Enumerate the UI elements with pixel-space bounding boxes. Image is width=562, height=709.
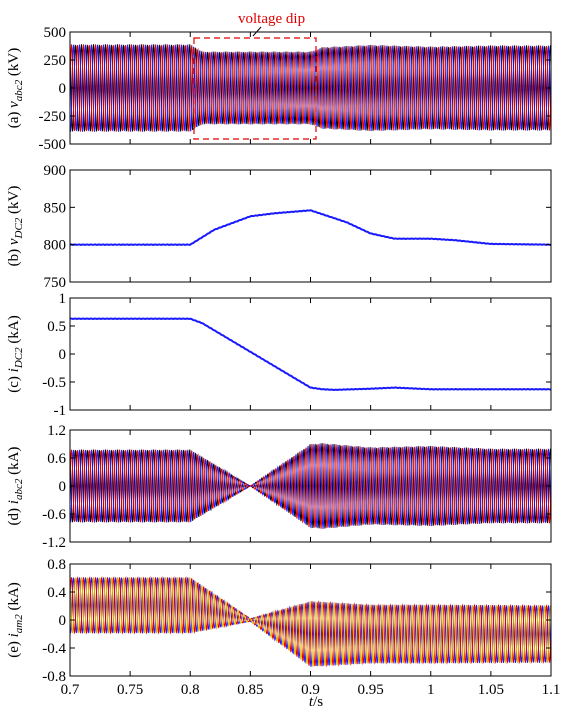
- series-line: [70, 209, 551, 246]
- traces: [70, 209, 551, 246]
- y-tick-label: 0.8: [47, 557, 66, 573]
- y-tick-label: 1: [59, 291, 67, 307]
- y-tick-label: 800: [44, 238, 67, 254]
- traces: [70, 576, 551, 668]
- y-tick-label: 0: [59, 81, 67, 97]
- series-c: [70, 577, 551, 667]
- y-label-unit: (kA): [6, 315, 22, 347]
- panel-c: 1 0.5 0 -0.5 -1 (c) iDC2 (kA): [6, 291, 552, 419]
- voltage-dip-label: voltage dip: [238, 11, 305, 27]
- panel-d: 1.2 0.6 0 -0.6 -1.2 (d) iabc2 (kA): [6, 423, 552, 551]
- y-label-symbol: v: [6, 238, 22, 245]
- y-tick-label: 0: [59, 479, 67, 495]
- y-tick-label: -1.2: [42, 535, 66, 551]
- panel-a: 500 250 0 -250 -500 (a) vabc2 (kV): [6, 25, 552, 153]
- y-tick-label: 500: [44, 25, 67, 41]
- y-label-symbol: i: [6, 368, 22, 372]
- axes-box: [69, 169, 552, 283]
- x-tick-label: 1.05: [478, 682, 504, 698]
- series-a: [70, 44, 551, 132]
- x-tick-label: 0.75: [117, 682, 143, 698]
- x-label-var: t: [309, 694, 314, 709]
- series-a: [70, 576, 551, 668]
- series-b: [70, 443, 551, 529]
- y-label-panel: (c): [6, 372, 22, 392]
- series-c: [70, 443, 551, 529]
- y-tick-label: 0.6: [47, 451, 66, 467]
- y-tick-label: 900: [44, 163, 67, 179]
- y-tick-label: 0.5: [47, 319, 66, 335]
- y-tick-label: 0: [59, 613, 67, 629]
- panel-b: 900 850 800 750 (b) vDC2 (kV): [6, 163, 552, 291]
- y-label-unit: (kA): [6, 582, 22, 614]
- x-tick-label: 1.1: [542, 682, 561, 698]
- y-axis-label: (d) iabc2 (kA): [6, 447, 25, 526]
- y-label-panel: (e): [6, 637, 22, 657]
- traces: [70, 443, 551, 529]
- x-label-unit: /s: [313, 694, 323, 709]
- x-tick-label: 0.8: [181, 682, 200, 698]
- x-tick-label: 0.85: [237, 682, 263, 698]
- y-tick-label: -0.8: [42, 669, 66, 685]
- y-tick-label: 750: [44, 275, 67, 291]
- series-b: [70, 44, 551, 132]
- series-a: [70, 443, 551, 529]
- y-tick-label: -0.6: [42, 507, 66, 523]
- y-tick-label: 250: [44, 53, 67, 69]
- y-label-subscript: DC2: [13, 347, 25, 369]
- y-label-panel: (b): [6, 245, 22, 266]
- y-tick-label: -0.5: [42, 375, 66, 391]
- y-label-unit: (kV): [6, 186, 22, 218]
- x-tick-label: 0.9: [301, 682, 320, 698]
- series-b: [70, 577, 551, 667]
- axes-box: [69, 297, 552, 411]
- voltage-dip-pointer: [252, 26, 262, 37]
- y-axis-label: (e) iam2 (kA): [6, 582, 25, 658]
- traces: [70, 317, 551, 392]
- y-label-panel: (a): [6, 108, 22, 128]
- voltage-dip-box: [193, 37, 317, 140]
- series-line: [70, 317, 551, 392]
- y-label-subscript: am2: [13, 614, 25, 633]
- y-label-unit: (kA): [6, 447, 22, 479]
- annotation-layer: voltage dip: [193, 11, 317, 140]
- traces: [70, 44, 551, 132]
- y-label-symbol: i: [6, 500, 22, 504]
- y-label-panel: (d): [6, 504, 22, 525]
- y-label-symbol: i: [6, 633, 22, 637]
- y-axis-label: (c) iDC2 (kA): [6, 315, 25, 392]
- y-tick-label: 850: [44, 200, 67, 216]
- x-tick-label: 0.7: [61, 682, 80, 698]
- y-label-subscript: abc2: [13, 478, 25, 500]
- series-c: [70, 44, 551, 132]
- y-tick-label: -0.4: [42, 641, 66, 657]
- x-tick-label: 1: [427, 682, 435, 698]
- panel-e: 0.8 0.4 0 -0.4 -0.80.7 0.75 0.8 0.85 0.9 0.95 1 1.0…: [6, 557, 560, 698]
- y-tick-label: -250: [39, 109, 67, 125]
- y-tick-label: -500: [39, 137, 67, 153]
- y-label-subscript: DC2: [13, 217, 25, 239]
- y-label-symbol: v: [6, 101, 22, 108]
- x-tick-label: 0.95: [358, 682, 384, 698]
- y-axis-label: (b) vDC2 (kV): [6, 186, 25, 267]
- y-tick-label: 0: [59, 347, 67, 363]
- y-axis-label: (a) vabc2 (kV): [6, 48, 25, 129]
- y-tick-label: 1.2: [47, 423, 66, 439]
- y-tick-label: -1: [54, 403, 67, 419]
- y-tick-label: 0.4: [47, 585, 66, 601]
- y-label-subscript: abc2: [13, 79, 25, 101]
- y-label-unit: (kV): [6, 48, 22, 80]
- x-axis-label: t/s: [309, 694, 323, 709]
